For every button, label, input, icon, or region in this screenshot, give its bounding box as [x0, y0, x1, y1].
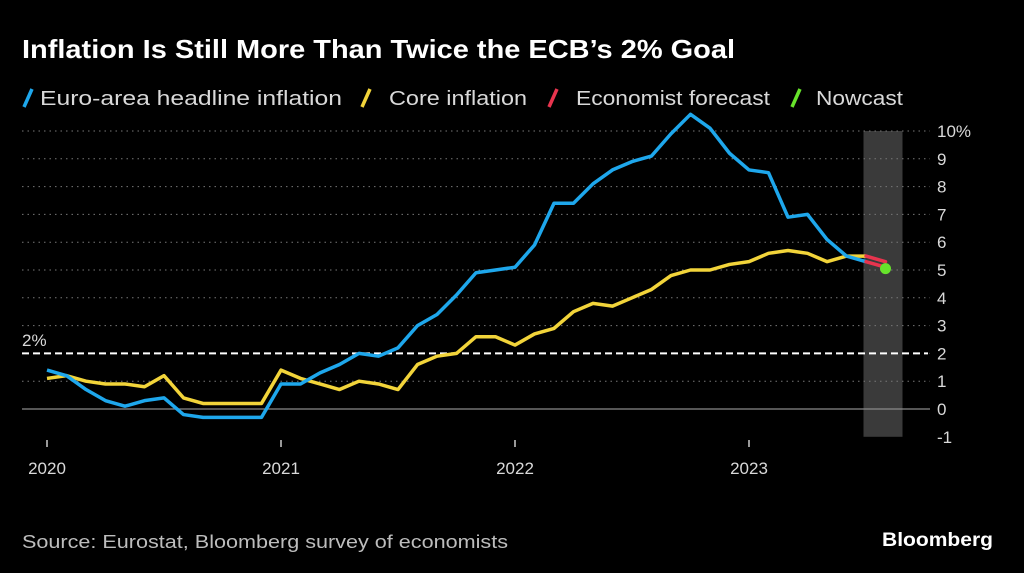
y-tick-label: 6	[937, 233, 946, 252]
gridlines	[22, 130, 930, 410]
y-tick-label: 9	[937, 150, 946, 169]
economist-forecast-line	[864, 254, 888, 264]
core-inflation-line	[46, 248, 866, 406]
x-tick-label: 2023	[730, 459, 768, 478]
legend-swatch-headline	[22, 88, 34, 108]
y-tick-label: 2	[937, 344, 946, 363]
y-tick-label: 5	[937, 261, 946, 280]
y-tick-label: 1	[937, 372, 946, 391]
source-note: Source: Eurostat, Bloomberg survey of ec…	[22, 532, 508, 552]
y-tick-label: -1	[937, 428, 952, 447]
y-tick-label: 10%	[937, 122, 971, 141]
y-axis: 10% 9 8 7 6 5 4 3 2 1 0 -1	[937, 122, 971, 447]
series	[46, 112, 891, 420]
forecast-band	[863, 131, 903, 437]
y-tick-label: 0	[937, 400, 946, 419]
legend-label-forecast: Economist forecast	[576, 88, 770, 110]
legend-swatch-nowcast	[790, 88, 802, 108]
legend-label-nowcast: Nowcast	[816, 88, 903, 110]
x-tick-label: 2021	[262, 459, 300, 478]
x-tick-label: 2022	[496, 459, 534, 478]
legend-swatch-forecast	[547, 88, 559, 108]
forecast-period-band	[863, 131, 903, 437]
y-tick-label: 7	[937, 205, 946, 224]
y-tick-label: 8	[937, 178, 946, 197]
nowcast-point	[880, 263, 891, 275]
chart-title: Inflation Is Still More Than Twice the E…	[22, 34, 735, 64]
x-axis: 2020 2021 2022 2023	[28, 440, 768, 478]
legend: Euro-area headline inflation Core inflat…	[22, 88, 903, 110]
x-tick-label: 2020	[28, 459, 66, 478]
target-line: 2%	[22, 331, 928, 355]
bloomberg-logo: Bloomberg	[882, 530, 993, 551]
legend-label-core: Core inflation	[389, 88, 527, 110]
headline-inflation-line	[46, 112, 867, 420]
legend-label-headline: Euro-area headline inflation	[40, 88, 342, 110]
target-line-label: 2%	[22, 331, 47, 350]
y-tick-label: 4	[937, 289, 946, 308]
legend-swatch-core	[360, 88, 372, 108]
y-tick-label: 3	[937, 317, 946, 336]
